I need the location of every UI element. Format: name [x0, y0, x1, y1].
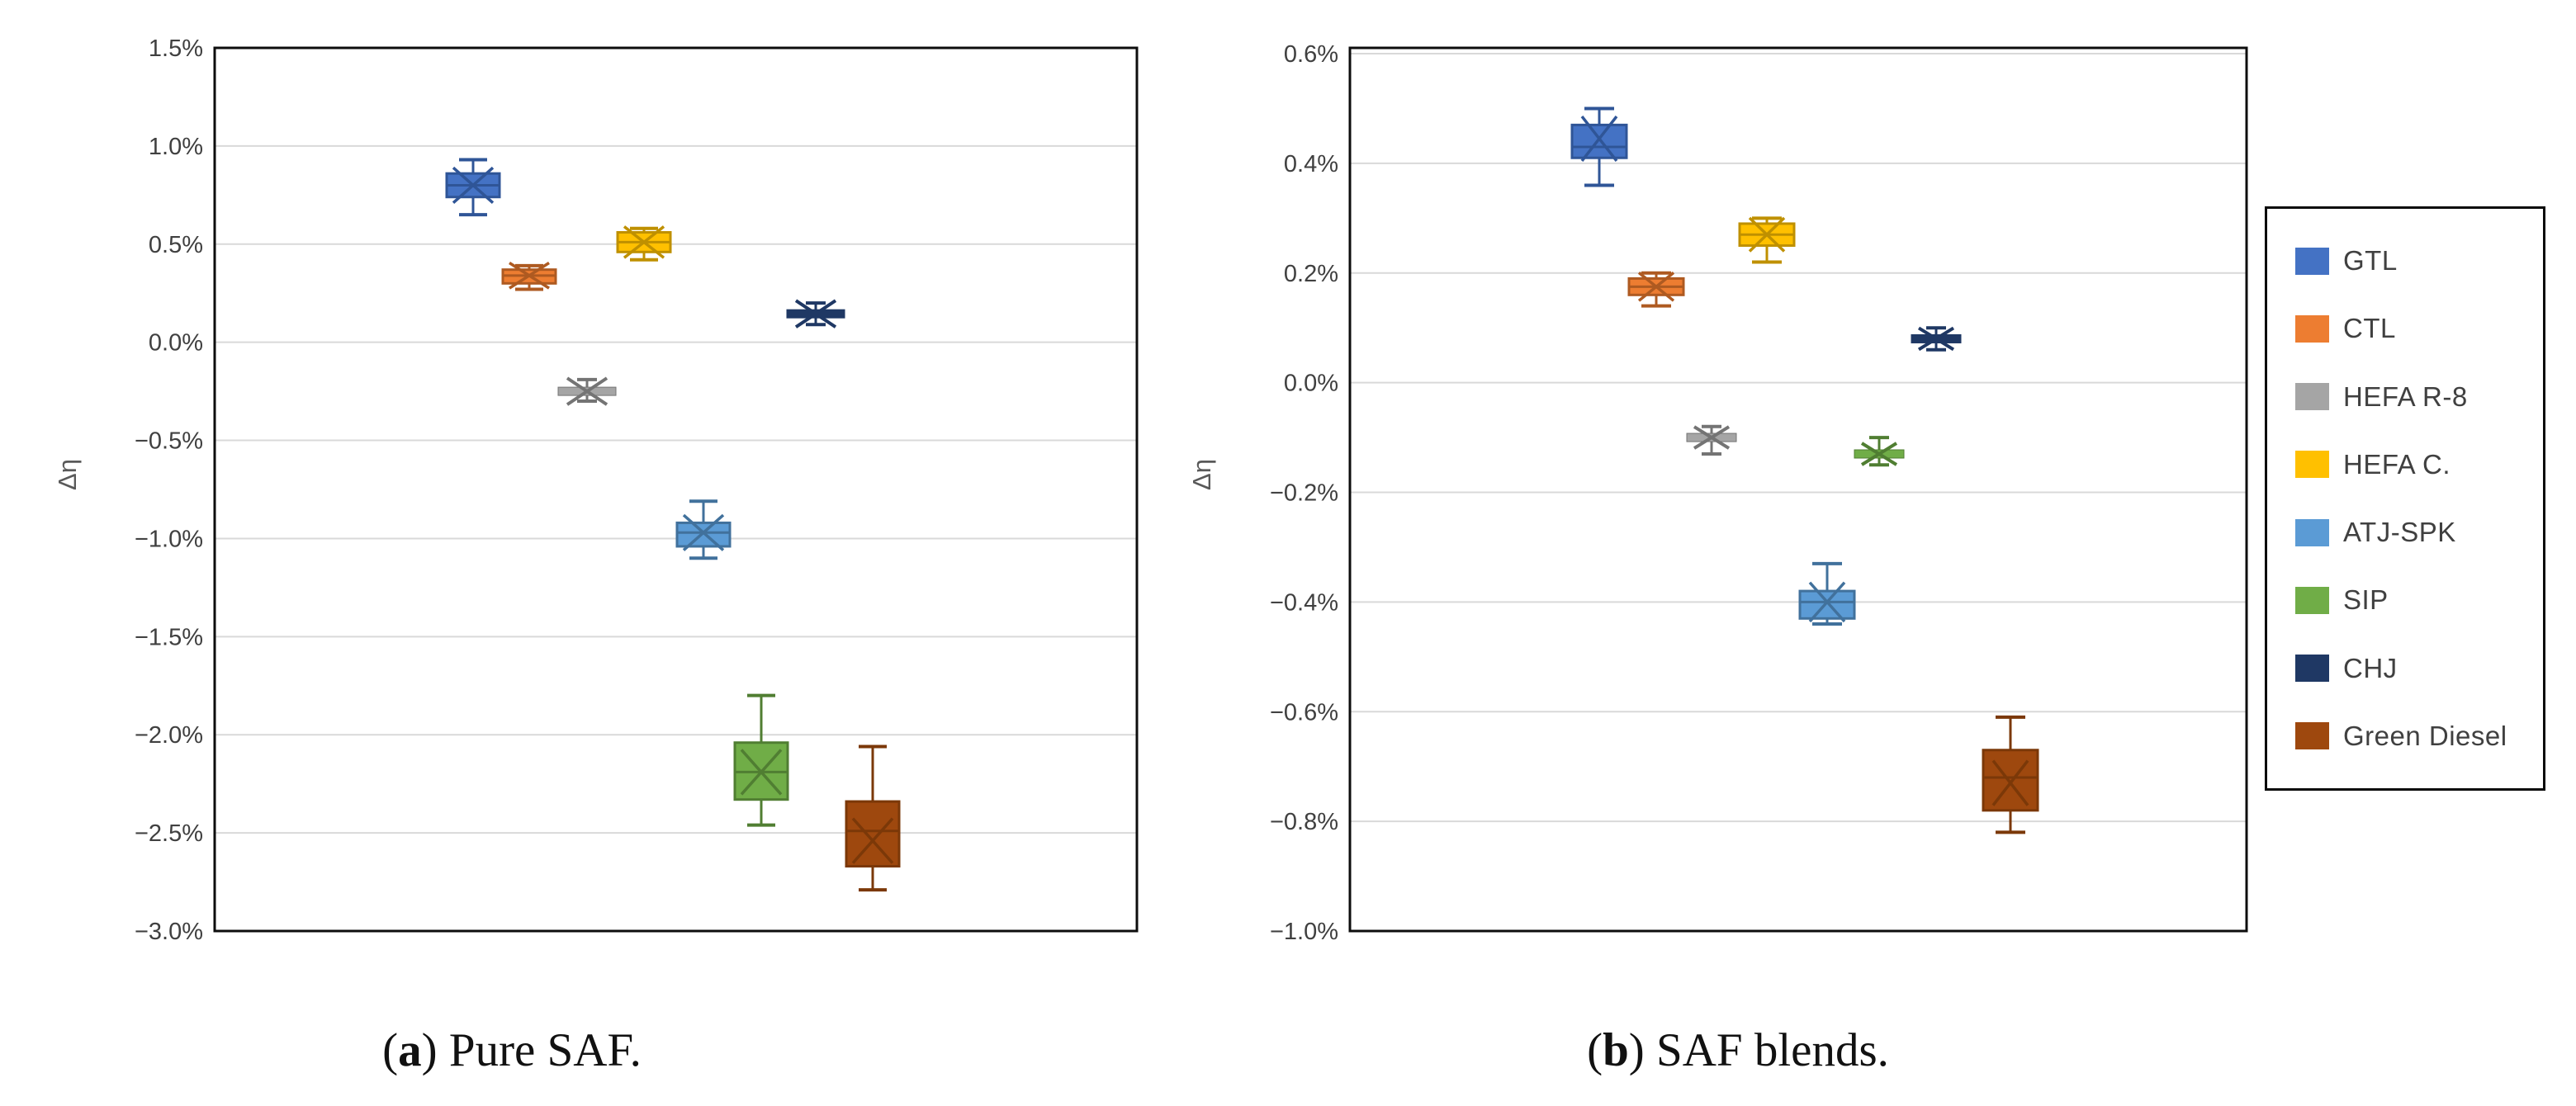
legend-item-atj-spk: ATJ-SPK — [2295, 517, 2543, 548]
gtl-swatch-icon — [2295, 247, 2329, 275]
y-tick-label-b: 0.2% — [1284, 261, 1338, 287]
box-gtl — [1570, 123, 1628, 159]
legend-label-green-diesel: Green Diesel — [2343, 720, 2507, 751]
caption-b-text: ) SAF blends. — [1628, 1024, 1889, 1076]
mean-x-chj — [1917, 326, 1955, 352]
legend-item-hefa-r-8: HEFA R-8 — [2295, 381, 2543, 413]
caption-b-open: ( — [1587, 1024, 1603, 1076]
y-tick-label-b: −0.6% — [1270, 699, 1338, 726]
mean-x-green-diesel — [1991, 759, 2029, 806]
mean-x-gtl — [452, 166, 495, 205]
green-diesel-swatch-icon — [2295, 722, 2329, 750]
y-tick-label-b: −1.0% — [1270, 919, 1338, 945]
legend: GTL CTL HEFA R-8 HEFA C. ATJ-SPK SIP CHJ Green … — [2265, 206, 2545, 791]
box-atj-spk — [1798, 589, 1856, 620]
mean-x-sip — [1860, 442, 1898, 466]
mean-x-hefa-c- — [1748, 216, 1786, 253]
box-green-diesel — [845, 800, 901, 868]
mean-x-ctl — [1637, 272, 1675, 302]
caption-a-text: ) Pure SAF. — [421, 1024, 642, 1076]
y-tick-label-a: 0.5% — [149, 232, 203, 258]
mean-x-atj-spk — [1808, 581, 1846, 623]
mean-x-hefa-r-8 — [566, 376, 608, 406]
mean-x-green-diesel — [851, 817, 894, 864]
y-tick-label-b: −0.2% — [1270, 480, 1338, 507]
caption-a-open: ( — [382, 1024, 399, 1076]
caption-a: (a) Pure SAF. — [382, 1023, 642, 1077]
y-tick-label-a: −0.5% — [135, 428, 203, 455]
legend-item-green-diesel: Green Diesel — [2295, 721, 2543, 752]
y-tick-label-a: −3.0% — [135, 919, 203, 945]
mean-x-sip — [740, 749, 783, 796]
legend-label-ctl: CTL — [2343, 313, 2396, 344]
legend-item-chj: CHJ — [2295, 653, 2543, 684]
y-tick-label-a: −2.0% — [135, 722, 203, 749]
legend-label-sip: SIP — [2343, 584, 2389, 616]
legend-item-hefa-c-: HEFA C. — [2295, 449, 2543, 480]
box-atj-spk — [675, 521, 732, 548]
ctl-swatch-icon — [2295, 314, 2329, 343]
y-tick-label-a: −2.5% — [135, 820, 203, 847]
legend-item-sip: SIP — [2295, 584, 2543, 616]
y-tick-label-b: 0.6% — [1284, 41, 1338, 68]
mean-x-atj-spk — [682, 513, 725, 551]
caption-b: (b) SAF blends. — [1587, 1023, 1889, 1077]
y-tick-label-a: −1.0% — [135, 526, 203, 552]
y-tick-label-b: 0.4% — [1284, 151, 1338, 177]
y-tick-label-a: −1.5% — [135, 624, 203, 650]
hefa-r-8-swatch-icon — [2295, 383, 2329, 411]
box-green-diesel — [1982, 749, 2039, 812]
legend-item-gtl: GTL — [2295, 245, 2543, 276]
y-axis-label-a: Δη — [53, 459, 82, 490]
y-tick-label-a: 1.0% — [149, 134, 203, 160]
y-tick-label-a: 1.5% — [149, 35, 203, 62]
legend-label-hefa-r-8: HEFA R-8 — [2343, 380, 2468, 412]
mean-x-hefa-c- — [623, 225, 665, 259]
mean-x-hefa-r-8 — [1693, 425, 1731, 450]
legend-label-gtl: GTL — [2343, 245, 2398, 276]
sip-swatch-icon — [2295, 586, 2329, 614]
y-tick-label-b: −0.8% — [1270, 809, 1338, 835]
chj-swatch-icon — [2295, 655, 2329, 683]
plot-border-b — [1348, 46, 2248, 933]
caption-b-letter: b — [1603, 1024, 1629, 1076]
legend-label-chj: CHJ — [2343, 652, 2398, 683]
hefa-c--swatch-icon — [2295, 451, 2329, 479]
mean-x-ctl — [509, 262, 550, 290]
legend-label-atj-spk: ATJ-SPK — [2343, 517, 2456, 548]
legend-item-ctl: CTL — [2295, 313, 2543, 344]
atj-spk-swatch-icon — [2295, 518, 2329, 546]
plot-border-a — [213, 46, 1139, 933]
y-tick-label-b: −0.4% — [1270, 589, 1338, 616]
legend-label-hefa-c-: HEFA C. — [2343, 448, 2451, 480]
y-tick-label-b: 0.0% — [1284, 371, 1338, 397]
y-axis-label-b: Δη — [1187, 459, 1216, 490]
caption-a-letter: a — [398, 1024, 422, 1076]
y-tick-label-a: 0.0% — [149, 330, 203, 357]
mean-x-chj — [794, 299, 837, 328]
mean-x-gtl — [1580, 115, 1618, 162]
